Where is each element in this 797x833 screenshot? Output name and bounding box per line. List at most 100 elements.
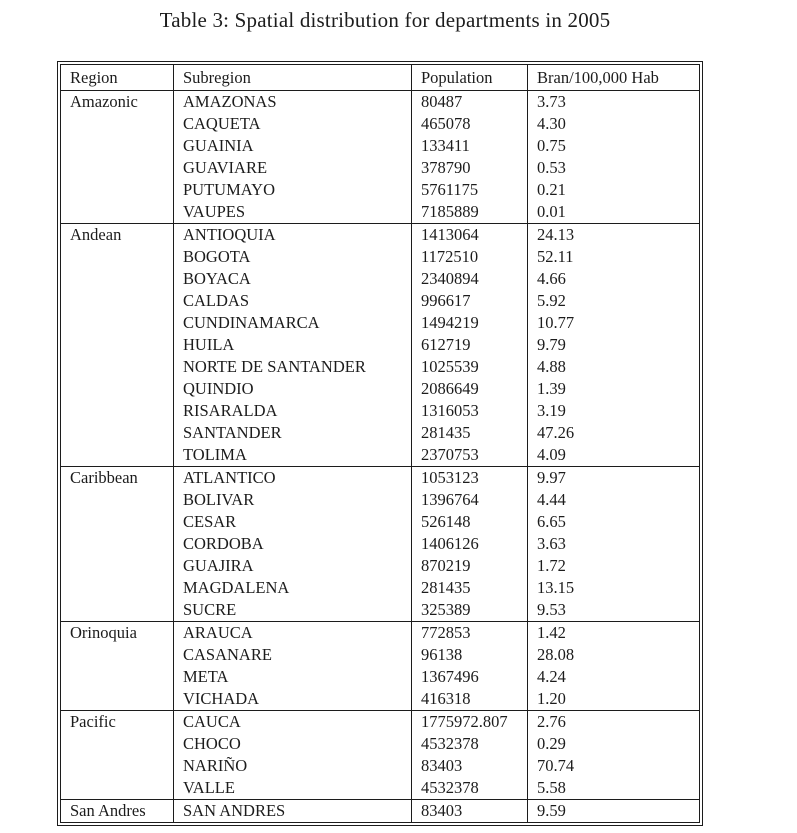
population-cell: 1396764 [411, 489, 528, 511]
population-cell: 7185889 [411, 201, 528, 224]
population-cell: 772853 [411, 621, 528, 644]
subregion-cell: VAUPES [173, 201, 412, 224]
table-row: PUTUMAYO 5761175 0.21 [61, 179, 700, 201]
table-row: HUILA 612719 9.79 [61, 334, 700, 356]
subregion-cell: BOLIVAR [173, 489, 412, 511]
bran-cell: 70.74 [527, 755, 700, 777]
population-cell: 83403 [411, 755, 528, 777]
table-row: Amazonic AMAZONAS 80487 3.73 [60, 90, 700, 224]
bran-cell: 10.77 [527, 312, 700, 334]
subregion-cell: RISARALDA [173, 400, 412, 422]
bran-cell: 5.92 [527, 290, 700, 312]
population-cell: 1316053 [411, 400, 528, 422]
table-row: CHOCO 4532378 0.29 [61, 733, 700, 755]
bran-cell: 0.29 [527, 733, 700, 755]
region-cell: Orinoquia [60, 621, 174, 711]
subregion-cell: GUAJIRA [173, 555, 412, 577]
population-cell: 416318 [411, 688, 528, 711]
column-header-population: Population [411, 64, 528, 91]
table-row: CORDOBA 1406126 3.63 [61, 533, 700, 555]
bran-cell: 28.08 [527, 644, 700, 666]
subregion-cell: BOGOTA [173, 246, 412, 268]
bran-cell: 24.13 [527, 223, 700, 246]
table-row: GUAJIRA 870219 1.72 [61, 555, 700, 577]
table-row: VICHADA 416318 1.20 [61, 688, 700, 711]
population-cell: 465078 [411, 113, 528, 135]
subregion-cell: VICHADA [173, 688, 412, 711]
subregion-cell: CUNDINAMARCA [173, 312, 412, 334]
region-cell: Pacific [60, 710, 174, 800]
table-row: QUINDIO 2086649 1.39 [61, 378, 700, 400]
population-cell: 133411 [411, 135, 528, 157]
population-cell: 325389 [411, 599, 528, 622]
table-row: MAGDALENA 281435 13.15 [61, 577, 700, 599]
subregion-cell: META [173, 666, 412, 688]
header-row: Region Subregion Population Bran/100,000… [60, 64, 700, 91]
bran-cell: 4.66 [527, 268, 700, 290]
subregion-cell: ARAUCA [173, 621, 412, 644]
population-cell: 1413064 [411, 223, 528, 246]
subregion-cell: CALDAS [173, 290, 412, 312]
subregion-cell: CAQUETA [173, 113, 412, 135]
subregion-cell: QUINDIO [173, 378, 412, 400]
subregion-cell: HUILA [173, 334, 412, 356]
bran-cell: 1.39 [527, 378, 700, 400]
subregion-cell: CESAR [173, 511, 412, 533]
bran-cell: 4.30 [527, 113, 700, 135]
region-cell: Caribbean [60, 466, 174, 622]
bran-cell: 1.20 [527, 688, 700, 711]
table-row: VAUPES 7185889 0.01 [61, 201, 700, 224]
subregion-cell: NARIÑO [173, 755, 412, 777]
population-cell: 4532378 [411, 733, 528, 755]
table-row: Pacific CAUCA 1775972.807 2.76 [60, 710, 700, 800]
bran-cell: 5.58 [527, 777, 700, 800]
bran-cell: 9.59 [527, 799, 700, 823]
column-header-subregion: Subregion [173, 64, 412, 91]
region-cell: Andean [60, 223, 174, 467]
spatial-distribution-table: Region Subregion Population Bran/100,000… [60, 64, 700, 823]
region-cell: San Andres [60, 799, 174, 823]
population-cell: 281435 [411, 422, 528, 444]
table-caption: Table 3: Spatial distribution for depart… [159, 8, 611, 32]
subregion-cell: CAUCA [173, 710, 412, 733]
subregion-cell: PUTUMAYO [173, 179, 412, 201]
population-cell: 1053123 [411, 466, 528, 489]
table-row: META 1367496 4.24 [61, 666, 700, 688]
bran-cell: 0.01 [527, 201, 700, 224]
table-row: RISARALDA 1316053 3.19 [61, 400, 700, 422]
table-row: GUAVIARE 378790 0.53 [61, 157, 700, 179]
bran-cell: 2.76 [527, 710, 700, 733]
subregion-cell: NORTE DE SANTANDER [173, 356, 412, 378]
table-body: Amazonic AMAZONAS 80487 3.73 CAQUETA 465078 4.… [60, 90, 700, 823]
population-cell: 281435 [411, 577, 528, 599]
table-row: Orinoquia ARAUCA 772853 1.42 [60, 621, 700, 711]
bran-cell: 3.73 [527, 90, 700, 113]
subregion-cell: AMAZONAS [173, 90, 412, 113]
bran-cell: 9.97 [527, 466, 700, 489]
population-cell: 1367496 [411, 666, 528, 688]
subregion-cell: VALLE [173, 777, 412, 800]
population-cell: 5761175 [411, 179, 528, 201]
population-cell: 83403 [411, 799, 528, 823]
population-cell: 1406126 [411, 533, 528, 555]
population-cell: 612719 [411, 334, 528, 356]
population-cell: 870219 [411, 555, 528, 577]
subregion-cell: MAGDALENA [173, 577, 412, 599]
subregion-cell: CASANARE [173, 644, 412, 666]
population-cell: 2370753 [411, 444, 528, 467]
table-row: SANTANDER 281435 47.26 [61, 422, 700, 444]
table-row: NARIÑO 83403 70.74 [61, 755, 700, 777]
column-header-bran: Bran/100,000 Hab [527, 64, 700, 91]
table-row: BOYACA 2340894 4.66 [61, 268, 700, 290]
subregion-cell: ATLANTICO [173, 466, 412, 489]
population-cell: 2340894 [411, 268, 528, 290]
bran-cell: 0.75 [527, 135, 700, 157]
bran-cell: 0.53 [527, 157, 700, 179]
bran-cell: 47.26 [527, 422, 700, 444]
table-row: Andean ANTIOQUIA 1413064 24.13 [60, 223, 700, 467]
table-row: CESAR 526148 6.65 [61, 511, 700, 533]
population-cell: 96138 [411, 644, 528, 666]
bran-cell: 1.72 [527, 555, 700, 577]
population-cell: 80487 [411, 90, 528, 113]
subregion-cell: SAN ANDRES [173, 799, 412, 823]
